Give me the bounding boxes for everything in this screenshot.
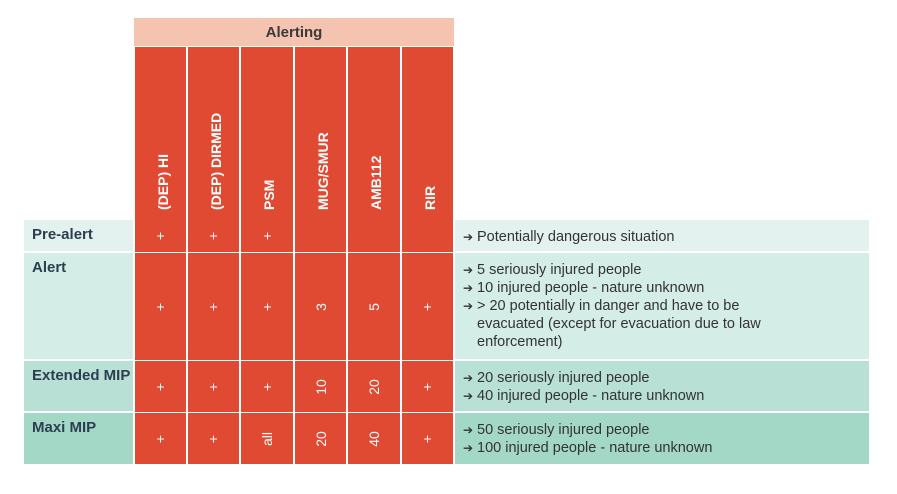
row-criteria-alert: ➔ 5 seriously injured people ➔ 10 injure… (455, 253, 869, 361)
list-item: ➔ 100 injured people - nature unknown (463, 440, 713, 456)
column-header-label: RIR (421, 185, 438, 210)
list-item: ➔ 50 seriously injured people (463, 422, 650, 438)
row-label-extended-mip: Extended MIP (24, 361, 133, 413)
list-item: ➔ 5 seriously injured people (463, 262, 642, 278)
list-item: ➔ 40 injured people - nature unknown (463, 388, 705, 404)
table-cell: 40 (347, 413, 401, 464)
table-cell: 5 (347, 253, 401, 361)
arrow-right-icon: ➔ (463, 371, 474, 385)
table-cell: + (134, 253, 187, 361)
column-header-rir: RIR (401, 46, 454, 220)
list-item: ➔ Potentially dangerous situation (463, 229, 675, 245)
list-item: ➔ 10 injured people - nature unknown (463, 280, 705, 296)
row-criteria-maxi-mip: ➔ 50 seriously injured people ➔ 100 inju… (455, 413, 869, 464)
row-criteria-extended-mip: ➔ 20 seriously injured people ➔ 40 injur… (455, 361, 869, 413)
arrow-right-icon: ➔ (463, 389, 474, 403)
table-cell: 10 (294, 361, 347, 413)
column-header-amb112: AMB112 (347, 46, 401, 220)
table-cell: + (187, 361, 240, 413)
arrow-right-icon: ➔ (463, 263, 474, 277)
column-header-dep-hi: (DEP) HI (134, 46, 187, 220)
alerting-group-header: Alerting (134, 18, 454, 46)
column-header-label: (DEP) HI (154, 154, 171, 210)
arrow-right-icon: ➔ (463, 230, 474, 244)
table-cell: + (240, 253, 294, 361)
table-cell: + (401, 253, 454, 361)
column-header-mug-smur: MUG/SMUR (294, 46, 347, 220)
table-cell: all (240, 413, 294, 464)
table-cell: + (187, 220, 240, 253)
table-cell: + (187, 253, 240, 361)
table-cell: 20 (294, 413, 347, 464)
table-cell (401, 220, 454, 253)
arrow-right-icon: ➔ (463, 441, 474, 455)
table-cell: 20 (347, 361, 401, 413)
column-header-label: (DEP) DIRMED (207, 112, 224, 210)
table-cell (294, 220, 347, 253)
column-header-dep-dirmed: (DEP) DIRMED (187, 46, 240, 220)
table-cell: + (187, 413, 240, 464)
list-item: ➔ 20 seriously injured people (463, 370, 650, 386)
table-cell: + (134, 361, 187, 413)
table-cell: 3 (294, 253, 347, 361)
row-label-alert: Alert (24, 253, 133, 361)
table-cell: + (240, 220, 294, 253)
arrow-right-icon: ➔ (463, 299, 474, 313)
table-cell (347, 220, 401, 253)
table-cell: + (134, 413, 187, 464)
column-header-psm: PSM (240, 46, 294, 220)
table-cell: + (134, 220, 187, 253)
row-criteria-pre-alert: ➔ Potentially dangerous situation (455, 220, 869, 253)
row-label-maxi-mip: Maxi MIP (24, 413, 133, 464)
table-cell: + (240, 361, 294, 413)
table-cell: + (401, 361, 454, 413)
arrow-right-icon: ➔ (463, 281, 474, 295)
list-item: ➔ > 20 potentially in danger and have to… (463, 298, 761, 350)
column-header-label: PSM (261, 179, 277, 210)
table-cell: + (401, 413, 454, 464)
column-header-label: MUG/SMUR (314, 132, 331, 210)
column-header-label: AMB112 (368, 155, 384, 210)
arrow-right-icon: ➔ (463, 423, 474, 437)
row-label-pre-alert: Pre-alert (24, 220, 133, 253)
